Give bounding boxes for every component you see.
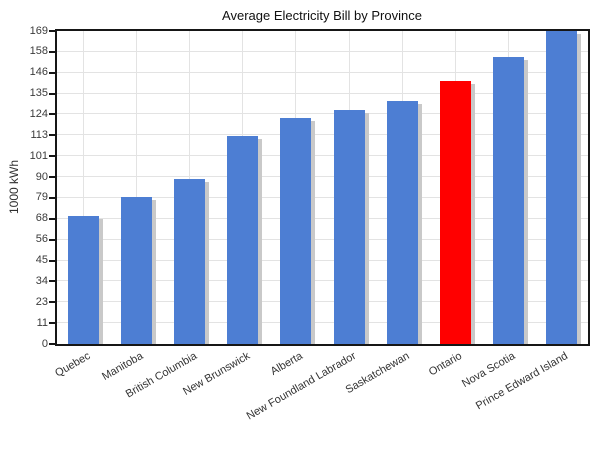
y-tick-mark xyxy=(49,280,56,283)
plot-area xyxy=(55,29,590,346)
y-tick-mark xyxy=(49,71,56,74)
bar-new-brunswick xyxy=(227,136,259,344)
bar-alberta xyxy=(280,117,312,344)
y-tick-mark xyxy=(49,238,56,241)
y-tick-label: 23 xyxy=(35,295,48,308)
y-tick-label: 90 xyxy=(35,170,48,183)
y-tick-mark xyxy=(49,343,56,345)
y-tick-mark xyxy=(49,259,56,262)
y-tick-mark xyxy=(49,217,56,220)
bar-british-columbia xyxy=(174,178,206,344)
y-tick-label: 11 xyxy=(36,316,48,329)
y-axis-label: 1000 kWh xyxy=(7,159,21,215)
y-tick-label: 158 xyxy=(29,45,48,58)
bar-ontario xyxy=(439,80,471,344)
y-tick-label: 45 xyxy=(35,254,48,267)
y-tick-mark xyxy=(49,176,56,179)
y-tick-label: 169 xyxy=(29,24,48,37)
y-tick-mark xyxy=(49,196,56,199)
y-tick-label: 101 xyxy=(29,149,48,162)
bar-nova-scotia xyxy=(492,56,524,344)
y-tick-mark xyxy=(49,50,56,53)
x-tick-label-prince-edward-island: Prince Edward Island xyxy=(474,350,571,413)
x-tick-label-quebec: Quebec xyxy=(53,350,93,380)
y-tick-label: 56 xyxy=(35,233,48,246)
gridline-horizontal xyxy=(57,50,588,52)
y-tick-mark xyxy=(49,155,56,158)
gridline-vertical xyxy=(136,31,138,344)
gridline-horizontal xyxy=(57,134,588,136)
gridline-horizontal xyxy=(57,155,588,157)
chart-title: Average Electricity Bill by Province xyxy=(222,8,422,23)
gridline-horizontal xyxy=(57,71,588,73)
x-tick-label-manitoba: Manitoba xyxy=(100,350,146,384)
bar-quebec xyxy=(68,216,100,344)
y-tick-mark xyxy=(49,30,56,32)
gridline-horizontal xyxy=(57,92,588,94)
gridline-horizontal xyxy=(57,217,588,219)
gridline-horizontal xyxy=(57,301,588,303)
y-tick-label: 113 xyxy=(30,128,48,141)
bar-saskatchewan xyxy=(386,101,418,344)
y-tick-label: 0 xyxy=(41,337,48,350)
y-tick-mark xyxy=(49,301,56,304)
y-tick-mark xyxy=(49,134,56,137)
gridline-horizontal xyxy=(57,176,588,178)
gridline-vertical xyxy=(83,31,85,344)
y-tick-label: 124 xyxy=(29,107,48,120)
x-tick-label-ontario: Ontario xyxy=(427,350,465,379)
bar-prince-edward-island xyxy=(545,31,577,344)
x-tick-label-alberta: Alberta xyxy=(268,350,305,378)
y-tick-label: 34 xyxy=(35,274,48,287)
y-tick-mark xyxy=(49,113,56,116)
gridline-horizontal xyxy=(57,238,588,240)
gridline-horizontal xyxy=(57,113,588,115)
gridline-horizontal xyxy=(57,196,588,198)
y-tick-label: 135 xyxy=(29,87,48,100)
bar-new-foundland-labrador xyxy=(333,110,365,344)
gridline-horizontal xyxy=(57,280,588,282)
gridline-horizontal xyxy=(57,322,588,324)
y-tick-label: 68 xyxy=(35,212,48,225)
y-tick-mark xyxy=(49,322,56,325)
gridline-horizontal xyxy=(57,259,588,261)
y-tick-label: 79 xyxy=(35,191,48,204)
y-tick-label: 146 xyxy=(29,66,48,79)
bar-manitoba xyxy=(121,197,153,344)
y-tick-mark xyxy=(49,92,56,95)
